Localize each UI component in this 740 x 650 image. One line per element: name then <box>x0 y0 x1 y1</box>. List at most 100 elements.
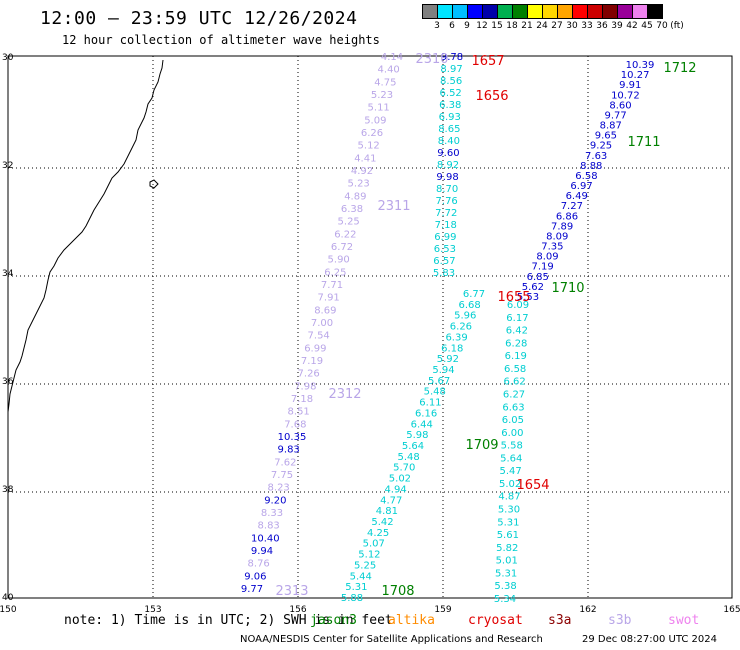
track-time-label: 1708 <box>381 584 414 599</box>
wave-height-value: 8.23 <box>268 483 290 494</box>
color-scale-label: 9 <box>464 21 470 31</box>
wave-height-value: 8.92 <box>437 160 459 171</box>
wave-height-value: 6.57 <box>433 256 455 267</box>
lat-tick-label: 32 <box>2 161 13 171</box>
color-scale-label: 18 <box>506 21 518 31</box>
wave-height-value: 6.53 <box>434 244 456 255</box>
generation-date: 29 Dec 08:27:00 UTC 2024 <box>582 634 717 645</box>
track-time-label: 1711 <box>627 135 660 150</box>
wave-height-value: 5.07 <box>363 539 385 550</box>
track-time-label: 1656 <box>475 89 508 104</box>
wave-height-value: 10.35 <box>278 432 307 443</box>
color-scale-bar <box>422 4 663 19</box>
wave-height-value: 8.88 <box>580 161 602 172</box>
wave-height-value: 6.26 <box>450 322 472 333</box>
wave-height-value: 5.88 <box>341 593 363 604</box>
wave-height-value: 7.19 <box>301 356 323 367</box>
wave-height-value: 7.91 <box>318 293 340 304</box>
wave-height-value: 6.99 <box>434 232 456 243</box>
wave-height-value: 6.09 <box>507 300 529 311</box>
wave-height-value: 6.27 <box>503 389 525 400</box>
wave-height-value: 8.65 <box>438 124 460 135</box>
wave-height-value: 10.27 <box>621 70 650 81</box>
color-scale-label: 39 <box>611 21 623 31</box>
color-scale-label: (ft) <box>670 21 684 31</box>
wave-height-value: 10.40 <box>251 533 280 544</box>
wave-height-value: 6.39 <box>445 332 467 343</box>
legend-item-cryosat: cryosat <box>468 613 523 628</box>
wave-height-value: 6.05 <box>502 415 524 426</box>
wave-height-value: 7.68 <box>284 419 306 430</box>
wave-height-value: 5.12 <box>358 141 380 152</box>
wave-height-value: 6.28 <box>505 338 527 349</box>
wave-height-value: 5.90 <box>328 255 350 266</box>
wave-height-value: 9.94 <box>251 546 273 557</box>
wave-height-value: 6.38 <box>439 100 461 111</box>
wave-height-value: 7.98 <box>294 381 316 392</box>
wave-height-value: 5.34 <box>494 594 516 605</box>
wave-height-value: 5.25 <box>354 560 376 571</box>
wave-height-value: 9.06 <box>244 571 266 582</box>
wave-height-value: 5.94 <box>432 365 454 376</box>
wave-height-value: 4.81 <box>376 506 398 517</box>
wave-height-value: 6.63 <box>502 402 524 413</box>
wave-height-value: 6.26 <box>361 128 383 139</box>
wave-height-value: 9.78 <box>441 52 463 63</box>
wave-height-value: 4.14 <box>381 52 403 63</box>
color-swatch <box>647 4 663 19</box>
lat-tick-label: 34 <box>2 269 14 279</box>
track-time-label: 1654 <box>516 478 549 493</box>
wave-height-value: 6.62 <box>503 377 525 388</box>
track-time-labels: 1657 1656 1712 1711 2310 2311 1710 1655 2312 1709… <box>275 52 696 599</box>
wave-height-value: 7.71 <box>321 280 343 291</box>
lat-tick-label: 36 <box>2 377 14 387</box>
wave-height-value: 8.33 <box>261 508 283 519</box>
wave-height-value: 7.18 <box>435 220 457 231</box>
wave-height-value: 7.63 <box>585 151 607 162</box>
wave-height-value: 6.58 <box>504 364 526 375</box>
wave-height-value: 5.82 <box>496 543 518 554</box>
wave-height-value: 5.53 <box>517 292 539 303</box>
color-scale-label: 30 <box>566 21 578 31</box>
coastline <box>7 59 164 413</box>
wave-height-value: 6.77 <box>463 289 485 300</box>
color-scale-label: 42 <box>626 21 638 31</box>
color-scale-label: 12 <box>476 21 488 31</box>
map-subtitle: 12 hour collection of altimeter wave hei… <box>62 33 380 47</box>
wave-height-value: 9.77 <box>605 110 627 121</box>
wave-height-value: 6.17 <box>506 313 528 324</box>
track-time-label: 2311 <box>377 199 410 214</box>
wave-height-value: 7.26 <box>298 369 320 380</box>
wave-height-value: 5.31 <box>495 568 517 579</box>
wave-height-value: 5.01 <box>496 556 518 567</box>
wave-height-value: 5.98 <box>406 430 428 441</box>
wave-height-value: 6.68 <box>459 300 481 311</box>
wave-height-value: 4.94 <box>384 484 406 495</box>
wave-height-value: 6.86 <box>556 211 578 222</box>
color-scale-label: 6 <box>449 21 455 31</box>
wave-height-value: 9.98 <box>436 172 458 183</box>
wave-height-value: 8.69 <box>314 305 336 316</box>
coastline-island <box>149 179 159 189</box>
wave-height-value: 7.54 <box>308 331 330 342</box>
wave-height-value: 8.97 <box>440 64 462 75</box>
wave-height-value: 6.16 <box>415 408 437 419</box>
wave-height-value: 6.99 <box>304 343 326 354</box>
wave-height-value: 7.89 <box>551 221 573 232</box>
wave-height-value: 5.64 <box>402 441 424 452</box>
color-scale-label: 27 <box>551 21 563 31</box>
wave-height-value: 5.70 <box>393 463 415 474</box>
wave-height-value: 4.25 <box>367 528 389 539</box>
color-scale-label: 45 <box>641 21 653 31</box>
color-scale-label: 15 <box>491 21 503 31</box>
wave-height-value: 5.42 <box>371 517 393 528</box>
wave-height-value: 6.49 <box>566 191 588 202</box>
color-scale-label: 33 <box>581 21 593 31</box>
wave-height-value: 9.65 <box>595 131 617 142</box>
wave-height-value: 6.22 <box>334 229 356 240</box>
wave-height-value: 5.92 <box>437 354 459 365</box>
wave-height-value: 7.00 <box>311 318 333 329</box>
wave-height-value: 6.19 <box>505 351 527 362</box>
satellite-tracks: 4.144.404.755.235.115.096.265.124.414.92… <box>241 52 654 605</box>
wave-height-value: 8.76 <box>248 559 270 570</box>
